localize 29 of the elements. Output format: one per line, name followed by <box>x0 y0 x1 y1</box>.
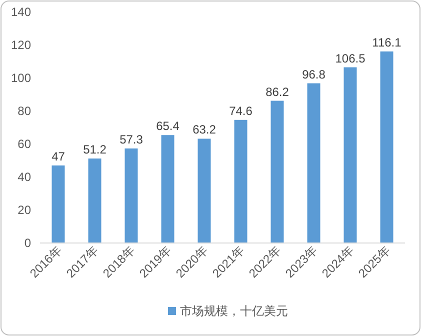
bar <box>307 83 320 243</box>
y-tick-label: 120 <box>10 38 32 52</box>
bar <box>234 120 248 243</box>
data-label: 96.8 <box>302 67 326 82</box>
y-tick-label: 60 <box>18 137 32 151</box>
y-tick-label: 20 <box>18 203 32 217</box>
data-label: 65.4 <box>156 119 180 134</box>
data-label: 47 <box>52 149 66 164</box>
y-tick-label: 100 <box>10 71 32 85</box>
data-label: 51.2 <box>83 142 107 157</box>
bar <box>88 158 102 243</box>
data-label: 63.2 <box>192 122 216 137</box>
data-label: 74.6 <box>229 104 253 118</box>
bar <box>380 51 394 243</box>
data-label: 86.2 <box>266 84 290 99</box>
bar <box>344 67 357 243</box>
data-label: 57.3 <box>120 132 144 146</box>
y-tick-label: 40 <box>18 170 32 184</box>
bar <box>52 165 65 243</box>
y-tick-label: 0 <box>24 236 32 250</box>
bar <box>270 100 284 243</box>
y-tick-label: 80 <box>18 104 32 118</box>
bar <box>124 148 138 243</box>
data-label: 116.1 <box>372 35 402 50</box>
data-label: 106.5 <box>335 51 366 66</box>
bar <box>198 138 211 243</box>
bar <box>161 135 174 243</box>
legend-label: 市场规模，十亿美元 <box>180 304 288 318</box>
y-tick-label: 140 <box>10 5 32 19</box>
